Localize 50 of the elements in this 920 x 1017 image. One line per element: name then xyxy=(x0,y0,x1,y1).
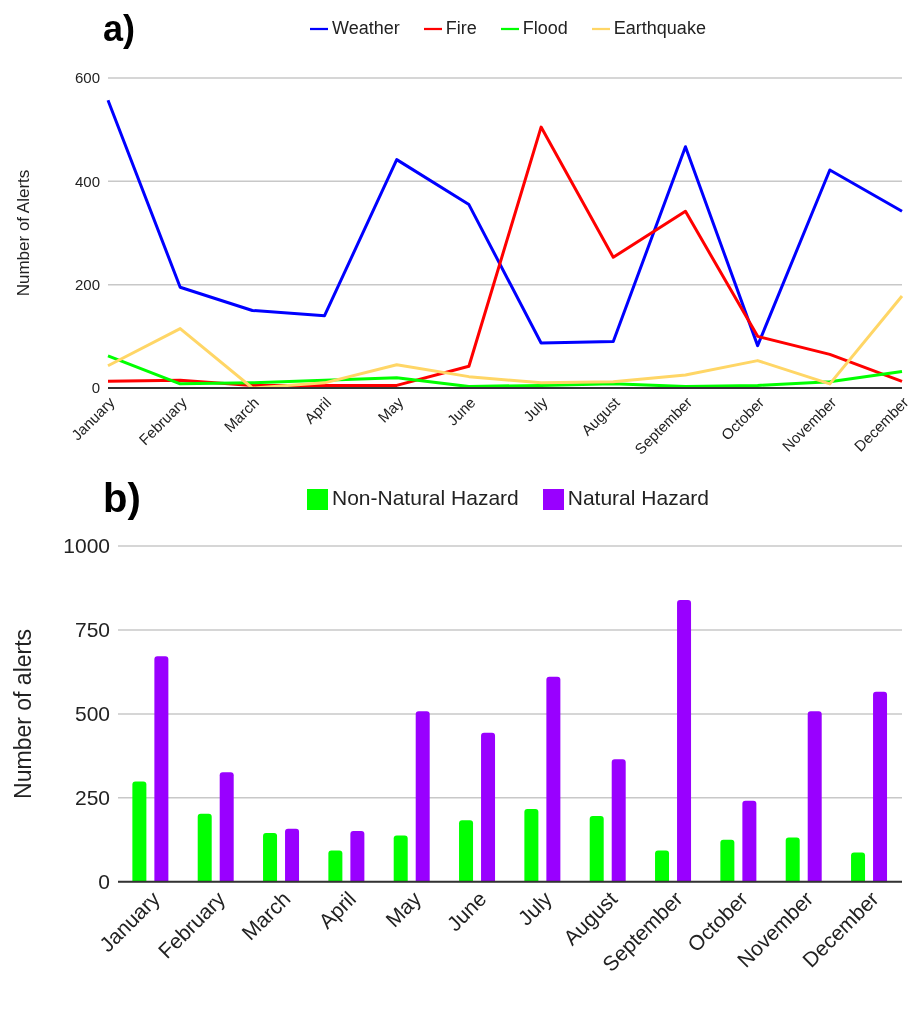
bar xyxy=(263,833,278,882)
legend-label: Natural Hazard xyxy=(567,486,709,509)
bar xyxy=(873,691,888,882)
legend-label: Weather xyxy=(332,18,400,38)
line-series xyxy=(106,98,904,348)
bar xyxy=(677,600,692,882)
x-tick-label: July xyxy=(513,886,557,930)
y-tick-label: 200 xyxy=(74,275,100,293)
y-tick-label: 500 xyxy=(74,702,110,726)
bar xyxy=(154,656,169,882)
y-tick-label: 0 xyxy=(98,870,110,894)
bar xyxy=(655,850,670,882)
x-tick-label: May xyxy=(374,393,407,426)
y-tick-label: 250 xyxy=(74,786,110,810)
bar xyxy=(415,711,430,882)
y-axis-title: Number of Alerts xyxy=(14,169,34,297)
bar xyxy=(350,831,365,882)
bar xyxy=(785,837,800,882)
bar xyxy=(589,815,604,882)
bar xyxy=(546,676,561,882)
y-tick-label: 400 xyxy=(74,172,100,190)
y-tick-label: 0 xyxy=(91,379,100,397)
y-axis-title: Number of alerts xyxy=(10,628,37,799)
bar xyxy=(197,813,212,882)
bar xyxy=(807,711,822,882)
bar xyxy=(328,850,343,882)
chart-title: a) xyxy=(103,8,136,50)
bar xyxy=(459,820,474,882)
y-tick-label: 750 xyxy=(74,618,110,642)
legend-label: Non-Natural Hazard xyxy=(332,486,519,509)
bar xyxy=(393,835,408,882)
x-tick-label: July xyxy=(519,393,552,425)
x-tick-label: May xyxy=(381,886,426,932)
y-tick-label: 600 xyxy=(74,69,100,87)
bar xyxy=(481,732,496,882)
bar xyxy=(285,828,300,882)
bar xyxy=(219,772,234,882)
line-series xyxy=(106,294,904,388)
bar xyxy=(851,852,866,882)
bar xyxy=(611,759,626,882)
bar xyxy=(742,800,757,882)
bar xyxy=(132,781,147,882)
y-tick-label: 1000 xyxy=(63,534,110,558)
bar xyxy=(720,839,735,882)
chart-title: b) xyxy=(103,476,141,521)
legend-label: Flood xyxy=(522,18,568,38)
legend-label: Fire xyxy=(445,18,477,38)
bar xyxy=(524,808,539,882)
legend-label: Earthquake xyxy=(613,18,706,38)
line-series xyxy=(106,354,904,388)
